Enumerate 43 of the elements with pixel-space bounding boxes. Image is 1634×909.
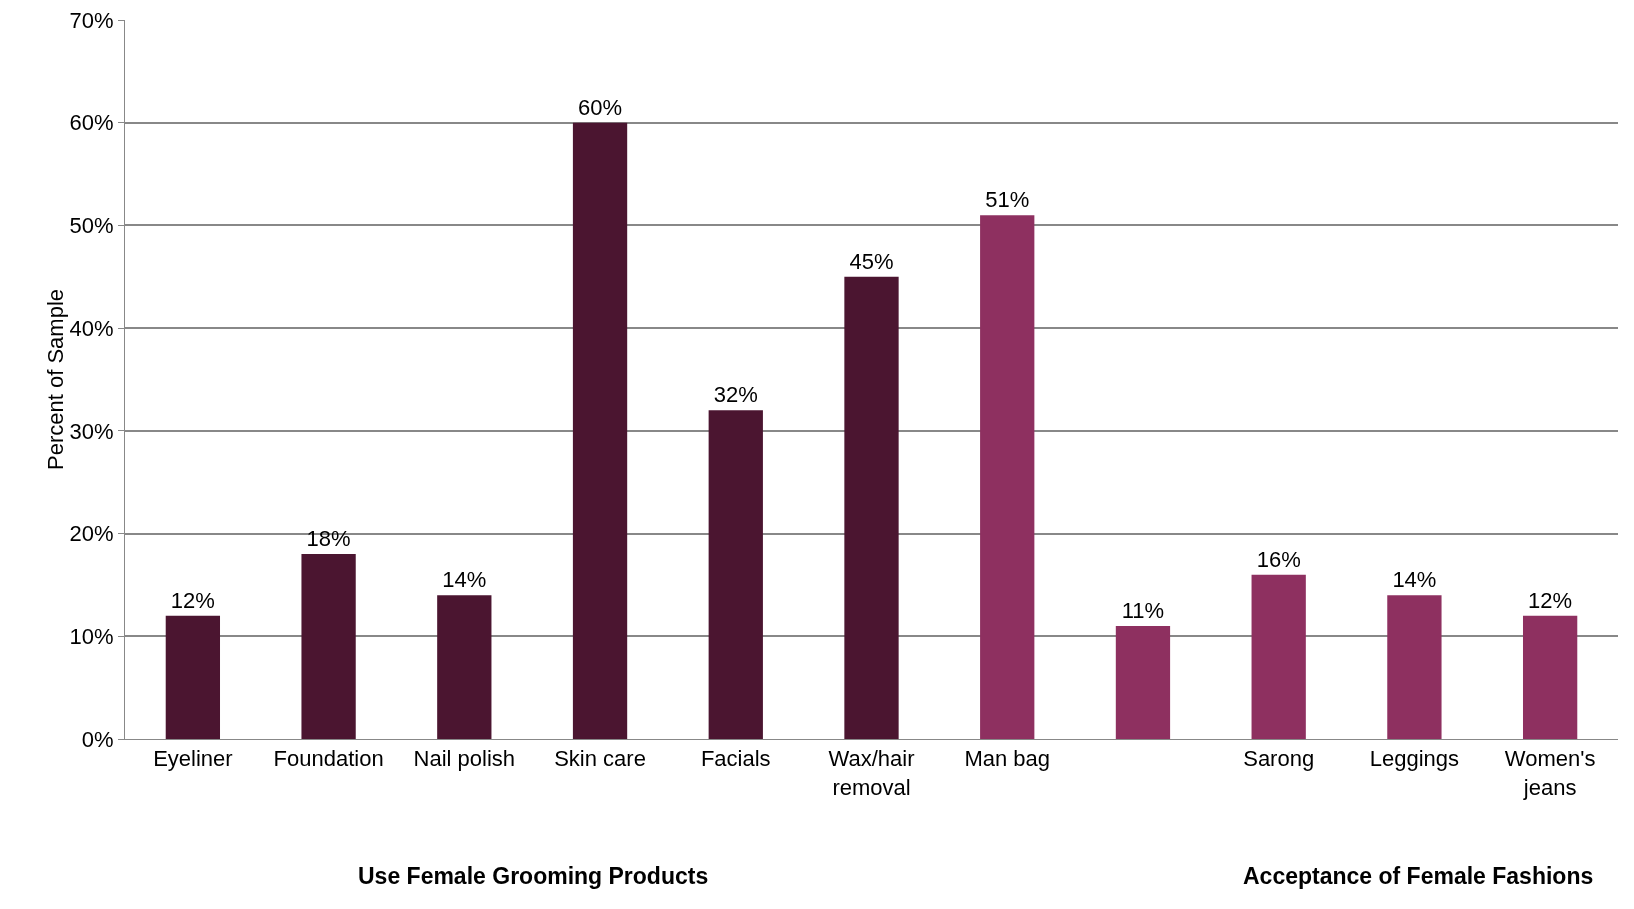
data-label: 60% — [578, 94, 623, 120]
text: Use Female Grooming Products — [358, 863, 709, 889]
bar — [572, 122, 628, 739]
data-label: 14% — [442, 567, 487, 593]
y-tick-label: 10% — [69, 623, 114, 649]
x-tick-label: Nail polish — [413, 746, 516, 772]
text: Acceptance of Female Fashions — [1243, 863, 1594, 889]
bar — [1115, 626, 1171, 739]
x-tick-label: Eyeliner — [153, 746, 233, 772]
data-label: 16% — [1256, 546, 1301, 572]
y-tick-label: 40% — [69, 315, 114, 341]
data-label: 32% — [713, 382, 758, 408]
y-tick-label: 0% — [81, 726, 114, 752]
bar — [1251, 574, 1306, 739]
x-tick-label: Women's jeans — [1504, 746, 1596, 800]
y-tick-label: 60% — [69, 110, 114, 136]
data-label: 18% — [306, 526, 351, 552]
data-label: 12% — [170, 587, 215, 613]
bar — [165, 615, 221, 739]
y-tick-label: 30% — [69, 418, 114, 444]
data-label: 12% — [1528, 587, 1573, 613]
x-tick-label: Facials — [700, 746, 771, 772]
bar — [437, 595, 492, 739]
data-label: 11% — [1121, 598, 1165, 624]
x-tick-label: Sarong — [1243, 746, 1315, 772]
x-tick-label: Wax/hair removal — [828, 746, 915, 800]
x-tick-label: Skin care — [554, 746, 646, 772]
y-tick-label: 70% — [69, 7, 114, 33]
bar — [844, 276, 899, 739]
y-axis-title: Percent of Sample — [42, 289, 68, 470]
bar — [1387, 595, 1442, 739]
bar — [301, 554, 356, 739]
bar — [1522, 615, 1578, 739]
x-tick-label: Foundation — [273, 746, 384, 772]
y-tick-label: 20% — [69, 521, 114, 547]
data-label: 45% — [849, 248, 894, 274]
x-tick-label: Man bag — [964, 746, 1051, 772]
x-tick-label: Leggings — [1369, 746, 1460, 772]
bar — [708, 410, 763, 739]
bar — [980, 215, 1035, 739]
data-label: 51% — [985, 187, 1030, 213]
y-tick-label: 50% — [69, 213, 114, 239]
data-label: 14% — [1392, 567, 1437, 593]
